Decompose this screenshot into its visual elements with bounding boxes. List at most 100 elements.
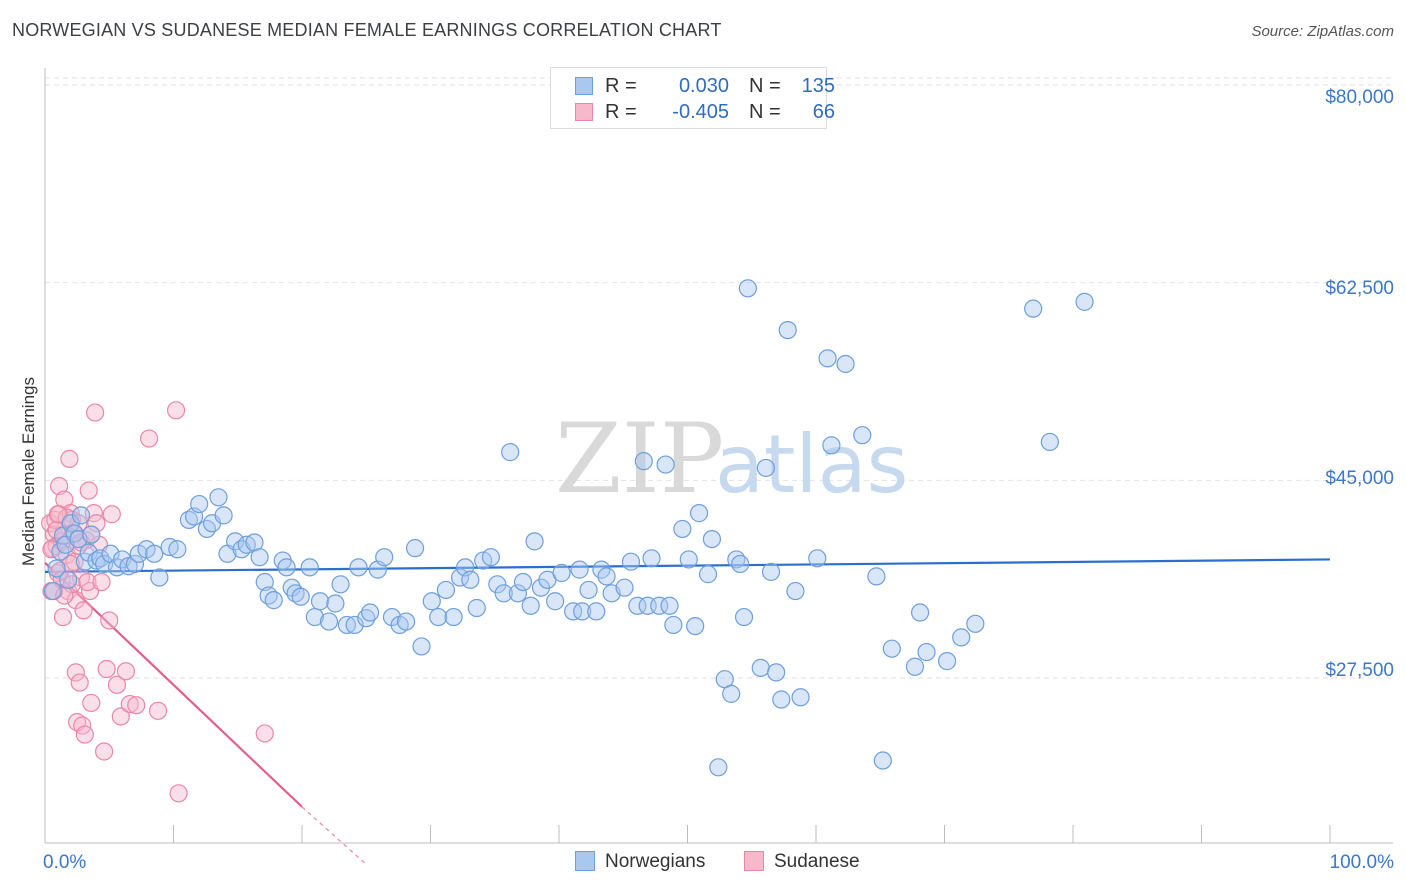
legend-row-norwegians: R = 0.030 N = 135 xyxy=(575,75,835,101)
norwegian-point xyxy=(405,539,425,558)
norwegian-point xyxy=(47,559,66,578)
norwegian-point xyxy=(660,596,679,615)
sudanese-swatch-icon xyxy=(575,103,593,121)
norwegian-point xyxy=(573,602,592,621)
norwegian-point xyxy=(286,584,305,603)
norwegian-point xyxy=(125,554,145,574)
norwegian-point xyxy=(673,519,692,539)
norwegian-point xyxy=(579,580,598,600)
norwegian-points xyxy=(43,279,1094,777)
norwegian-point xyxy=(679,550,698,569)
sudanese-trend-extension xyxy=(301,806,367,865)
norwegian-point xyxy=(488,575,507,594)
norwegian-point xyxy=(349,558,368,577)
norwegian-point xyxy=(513,572,533,592)
sudanese-point xyxy=(255,724,274,743)
sudanese-point xyxy=(86,403,105,422)
sudanese-point xyxy=(120,694,139,714)
norwegian-point xyxy=(82,525,101,544)
norwegian-point xyxy=(337,615,357,635)
y-axis-label: Median Female Earnings xyxy=(19,377,38,566)
norwegian-point xyxy=(882,639,901,658)
norwegian-point xyxy=(1040,432,1059,452)
norwegian-point xyxy=(494,584,513,603)
norwegian-point xyxy=(650,596,669,615)
norwegians-legend-label: Norwegians xyxy=(605,851,706,872)
norwegian-point xyxy=(570,560,589,579)
norwegian-point xyxy=(822,436,841,455)
sudanese-point xyxy=(139,429,159,448)
norwegian-point xyxy=(587,602,606,621)
norwegian-point xyxy=(734,607,754,627)
norwegian-point xyxy=(867,567,886,586)
legend-n-label: N = xyxy=(749,75,781,97)
axes xyxy=(44,68,1393,844)
sudanese-point xyxy=(127,696,146,715)
sudanese-point xyxy=(87,514,106,533)
norwegian-point xyxy=(751,658,770,677)
sudanese-point xyxy=(74,601,93,620)
norwegian-point xyxy=(59,570,78,589)
chart-title: NORWEGIAN VS SUDANESE MEDIAN FEMALE EARN… xyxy=(12,20,722,40)
watermark-zip: ZIP xyxy=(555,403,724,515)
norwegian-point xyxy=(508,584,527,603)
norwegian-point xyxy=(772,690,791,709)
norwegian-point xyxy=(642,549,661,568)
norwegian-point xyxy=(686,616,705,636)
norwegian-point xyxy=(952,628,971,647)
correlation-legend: R = 0.030 N = 135 R = -0.405 N = 66 xyxy=(550,67,835,129)
source-label: Source: ZipAtlas.com xyxy=(1251,23,1394,40)
norwegian-point xyxy=(214,506,233,525)
norwegian-point xyxy=(1075,292,1094,311)
norwegian-point xyxy=(396,612,416,631)
norwegian-point xyxy=(300,558,319,577)
sudanese-point xyxy=(78,572,97,592)
norwegian-point xyxy=(917,642,936,662)
norwegian-point xyxy=(375,548,394,567)
norwegian-point xyxy=(761,562,781,581)
sudanese-point xyxy=(169,784,188,803)
y-tick-label: $80,000 xyxy=(1325,87,1394,108)
norwegian-point xyxy=(291,587,310,606)
norwegian-point xyxy=(767,663,786,682)
sudanese-legend-icon xyxy=(744,851,764,871)
legend-row-sudanese: R = -0.405 N = 66 xyxy=(575,101,835,127)
legend-item-sudanese: Sudanese xyxy=(744,851,860,873)
gridlines xyxy=(45,77,1393,679)
norwegian-point xyxy=(791,688,810,707)
norwegian-point xyxy=(778,320,797,340)
norwegian-point xyxy=(361,603,380,622)
norwegian-point xyxy=(552,563,571,583)
norwegian-point xyxy=(937,652,957,671)
norwegian-point xyxy=(422,592,441,611)
sudanese-point xyxy=(100,611,119,630)
sudanese-point xyxy=(75,725,94,744)
norwegian-point xyxy=(461,570,480,589)
norwegian-point xyxy=(1024,299,1043,318)
norwegian-point xyxy=(615,578,634,597)
norwegian-point xyxy=(756,458,775,478)
norwegian-point xyxy=(150,568,169,587)
norwegian-point xyxy=(264,591,283,610)
sudanese-point xyxy=(107,675,127,694)
sudanese-point xyxy=(82,693,101,713)
norwegian-point xyxy=(836,354,855,374)
norwegian-point xyxy=(546,592,565,611)
sudanese-point xyxy=(166,401,186,420)
y-tick-label: $27,500 xyxy=(1325,660,1394,681)
norwegian-point xyxy=(905,657,925,676)
norwegian-point xyxy=(709,758,728,777)
norwegian-point xyxy=(634,452,653,471)
sudanese-point xyxy=(60,449,79,468)
norwegian-point xyxy=(689,504,709,523)
norwegian-point xyxy=(621,552,641,571)
legend-r-value: -0.405 xyxy=(672,101,729,123)
norwegian-point xyxy=(698,565,718,584)
norwegian-point xyxy=(168,540,187,559)
norwegian-point xyxy=(310,592,330,611)
y-tick-label: $45,000 xyxy=(1325,468,1394,489)
norwegian-point xyxy=(702,530,722,549)
norwegian-point xyxy=(345,615,364,635)
trend-lines xyxy=(44,558,1331,865)
sudanese-point xyxy=(95,742,114,761)
